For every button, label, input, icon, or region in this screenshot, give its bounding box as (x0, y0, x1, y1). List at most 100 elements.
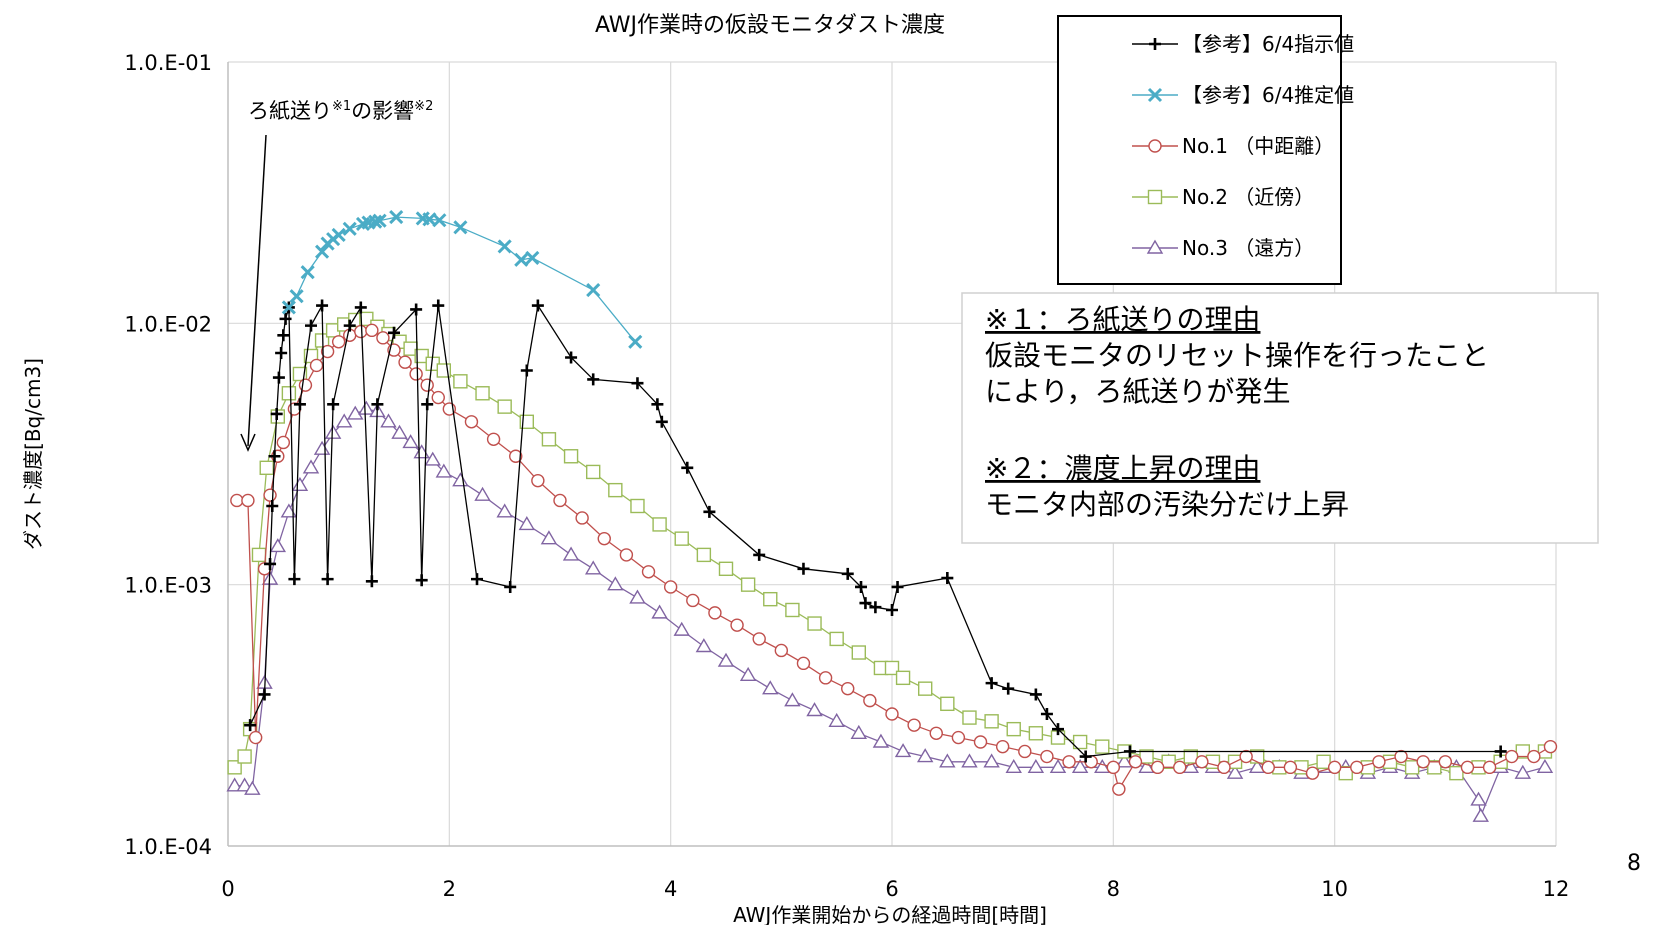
y-axis-label: ダスト濃度[Bq/cm3] (21, 358, 45, 550)
data-point (841, 681, 855, 696)
data-point (464, 415, 479, 429)
data-point (1128, 755, 1143, 769)
data-point (354, 301, 367, 314)
data-point (985, 677, 998, 690)
data-point (244, 780, 261, 795)
annotation: ろ紙送り※1の影響※2 (240, 99, 433, 452)
data-point (509, 449, 523, 463)
chart-title: AWJ作業時の仮設モニタダスト濃度 (595, 13, 945, 38)
data-point (655, 415, 668, 428)
data-point (380, 413, 397, 428)
data-point (1062, 755, 1076, 769)
data-point (850, 724, 868, 739)
data-point (1161, 754, 1176, 769)
tick-labels: 0 2 4 6 8 10 12 1.0.E-04 1.0.E-03 1.0.E-02 1.0.E-0… (124, 51, 1569, 901)
legend-marker (1148, 139, 1162, 153)
data-point (918, 681, 933, 696)
data-point (1029, 688, 1042, 701)
data-point (1394, 749, 1408, 764)
annotation-arrow (247, 134, 267, 447)
data-point (941, 572, 954, 585)
data-point (651, 398, 664, 411)
data-point (453, 220, 468, 235)
data-point (730, 618, 744, 632)
legend-item: No.3 （遠方） (1132, 236, 1314, 260)
data-point (1183, 749, 1199, 764)
data-point (1494, 745, 1507, 758)
data-point (504, 580, 517, 593)
data-point (277, 329, 290, 342)
data-point (1470, 791, 1487, 806)
legend-item: No.1 （中距離） (1132, 134, 1334, 158)
annotation-sup1: ※1 (332, 99, 351, 114)
legend-item: 【参考】6/4推定値 (1132, 83, 1354, 107)
data-point (525, 250, 540, 265)
data-point (1514, 764, 1532, 779)
data-point (1327, 760, 1342, 775)
legend-label: No.2 （近傍） (1182, 185, 1314, 209)
data-point (1505, 749, 1519, 764)
data-point (263, 488, 277, 502)
data-point (586, 464, 601, 480)
data-point (531, 299, 544, 312)
data-point (270, 407, 283, 420)
data-point (973, 735, 988, 749)
data-point (298, 378, 313, 392)
data-point (414, 348, 429, 364)
annotation-text: ろ紙送り※1の影響※2 (248, 99, 433, 123)
data-point (365, 575, 378, 588)
data-point (279, 312, 292, 325)
data-point (335, 413, 353, 428)
data-point (608, 482, 623, 498)
data-point (1052, 723, 1064, 736)
note-box-frame (961, 292, 1599, 544)
data-point (1416, 755, 1430, 769)
data-point (1106, 760, 1121, 775)
data-point (587, 373, 600, 386)
data-point (1173, 760, 1187, 775)
data-point (1248, 758, 1266, 774)
data-point (1095, 739, 1110, 754)
data-point (230, 493, 244, 508)
data-point (1139, 749, 1154, 764)
data-point (359, 311, 374, 327)
data-point (718, 561, 734, 577)
data-point (1150, 760, 1165, 775)
data-point (951, 730, 966, 745)
data-point (828, 712, 845, 728)
x-tick-label: 6 (885, 877, 898, 901)
data-point (1536, 758, 1554, 774)
data-point (851, 645, 866, 660)
data-point (1182, 758, 1200, 774)
note-line-3: モニタ内部の汚染分だけ上昇 (985, 488, 1349, 521)
data-point (641, 565, 656, 579)
data-point (293, 398, 306, 411)
data-point (784, 692, 801, 707)
data-point (916, 748, 934, 763)
data-point (259, 460, 274, 476)
data-point (316, 299, 329, 312)
data-point (886, 603, 898, 616)
data-point (514, 252, 529, 267)
annotation-arrowhead (240, 433, 256, 452)
data-point (1002, 682, 1015, 695)
series-1 (244, 299, 1507, 763)
data-point (863, 693, 877, 708)
note-heading-2: ※２：濃度上昇の理由 (985, 452, 1260, 485)
note-line-1: 仮設モニタのリセット操作を行ったこと (985, 339, 1489, 372)
data-point (421, 398, 434, 411)
page-number: 8 (1627, 851, 1641, 876)
legend-frame (1057, 15, 1342, 285)
note-line-2: により，ろ紙送りが発生 (985, 375, 1290, 408)
data-point (280, 503, 298, 518)
data-point (884, 660, 900, 676)
data-point (619, 548, 634, 562)
data-point (829, 631, 844, 647)
data-point (1305, 766, 1320, 780)
data-point (1072, 734, 1088, 750)
data-point (1094, 758, 1111, 774)
data-point (368, 214, 383, 229)
data-point (752, 632, 766, 646)
data-point (855, 580, 868, 593)
data-point (391, 424, 408, 439)
